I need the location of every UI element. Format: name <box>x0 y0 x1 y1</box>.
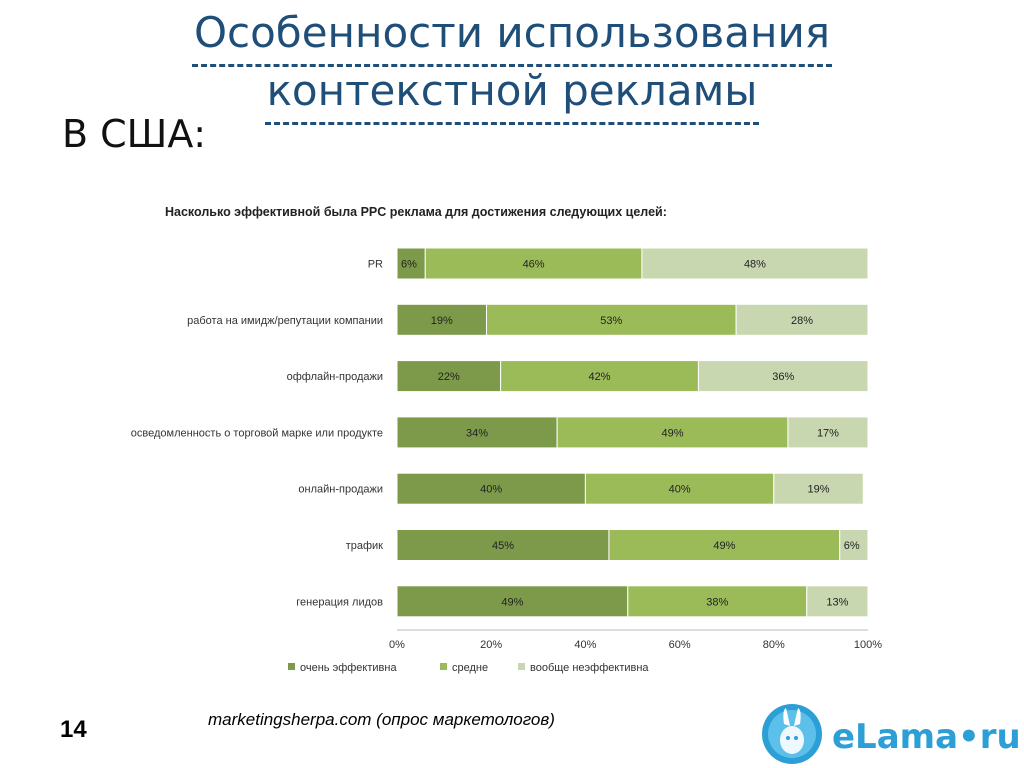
data-label: 40% <box>669 484 691 496</box>
bar-segment <box>839 529 869 561</box>
category-label: трафик <box>346 540 383 552</box>
data-label: 22% <box>438 371 460 383</box>
slide-subtitle: В США: <box>62 112 207 156</box>
chart-title: Насколько эффективной была PPC реклама д… <box>165 205 667 219</box>
data-label: 48% <box>744 259 766 271</box>
data-label: 49% <box>501 596 523 608</box>
x-tick-label: 80% <box>763 639 785 651</box>
data-label: 49% <box>713 540 735 552</box>
x-tick-label: 100% <box>854 639 882 651</box>
bar-segment <box>584 472 775 505</box>
data-label: 53% <box>600 315 622 327</box>
category-label: PR <box>368 259 383 271</box>
bar-segment <box>500 360 699 393</box>
bar-segment <box>556 416 789 449</box>
category-label: осведомленность о торговой марке или про… <box>131 427 383 439</box>
bar-segment <box>697 360 869 393</box>
source-caption: marketingsherpa.com (опрос маркетологов) <box>208 710 555 729</box>
data-label: 49% <box>662 427 684 439</box>
x-tick-label: 40% <box>574 639 596 651</box>
data-label: 19% <box>431 315 453 327</box>
bar-segment <box>396 529 610 561</box>
x-tick-label: 0% <box>389 639 405 651</box>
logo-text: eLama•ru <box>832 717 1020 757</box>
data-label: 6% <box>401 259 417 271</box>
bar-segment <box>396 360 502 393</box>
category-label: оффлайн-продажи <box>287 371 383 383</box>
stacked-bar-chart: Насколько эффективной была PPC реклама д… <box>131 205 882 674</box>
category-label: онлайн-продажи <box>298 484 383 496</box>
legend-swatch <box>288 663 295 670</box>
data-label: 45% <box>492 540 514 552</box>
data-label: 13% <box>826 596 848 608</box>
data-label: 42% <box>589 371 611 383</box>
bar-segment <box>608 529 841 561</box>
legend-entry: очень эффективна <box>300 662 397 674</box>
page-number: 14 <box>60 716 87 743</box>
category-label: работа на имидж/репутации компании <box>187 315 383 327</box>
bar-segment <box>735 303 869 336</box>
legend-entry: вообще неэффективна <box>530 662 649 674</box>
data-label: 19% <box>808 484 830 496</box>
data-label: 28% <box>791 315 813 327</box>
legend-swatch <box>440 663 447 670</box>
bar-segment <box>396 303 487 336</box>
data-label: 17% <box>817 427 839 439</box>
data-label: 36% <box>772 371 794 383</box>
bar-segment <box>773 472 864 505</box>
title-line-2: контекстной рекламы <box>264 60 760 125</box>
data-label: 6% <box>844 540 860 552</box>
bar-segment <box>396 585 629 618</box>
legend-swatch <box>518 663 525 670</box>
data-label: 46% <box>523 259 545 271</box>
bar-segment <box>396 247 426 280</box>
x-tick-label: 20% <box>480 639 502 651</box>
data-label: 34% <box>466 427 488 439</box>
title-line-1: Особенности использования <box>191 2 833 67</box>
data-label: 38% <box>706 596 728 608</box>
x-tick-label: 60% <box>669 639 691 651</box>
legend-entry: средне <box>452 662 488 674</box>
bar-segment <box>806 585 869 618</box>
bar-segment <box>641 247 869 280</box>
data-label: 40% <box>480 484 502 496</box>
bar-segment <box>787 416 869 449</box>
category-label: генерация лидов <box>296 596 383 608</box>
elama-logo: eLama•ru <box>762 704 1020 764</box>
bar-segment <box>396 472 586 505</box>
